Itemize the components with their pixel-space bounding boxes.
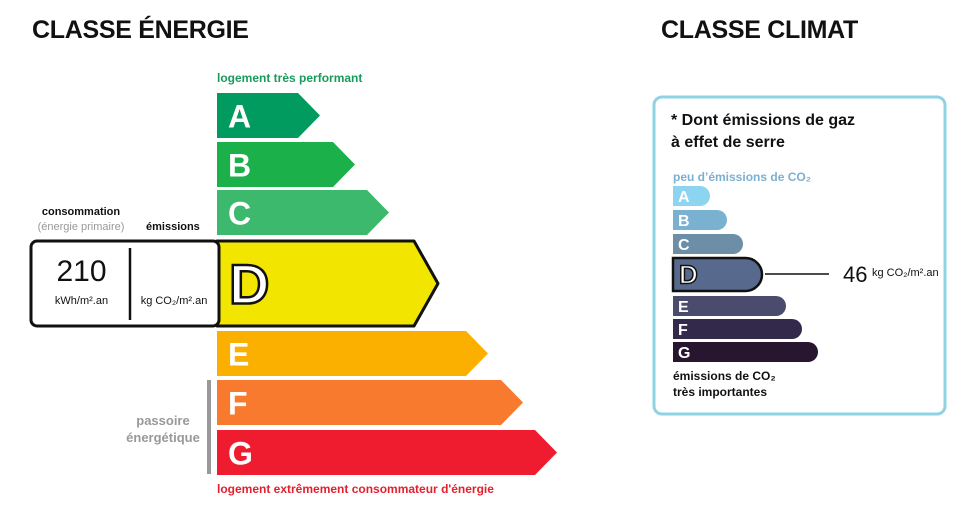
climate-class-d: D bbox=[671, 256, 764, 293]
energy-class-a: A bbox=[217, 93, 320, 138]
passoire-bar bbox=[207, 380, 211, 474]
energy-letter: C bbox=[228, 196, 251, 232]
climate-bottom-1: émissions de CO₂ bbox=[673, 369, 776, 383]
energy-class-f: F bbox=[217, 380, 523, 425]
energy-class-b: B bbox=[217, 142, 355, 187]
climate-class-e: E bbox=[673, 296, 786, 316]
climate-class-a: A bbox=[673, 186, 710, 206]
passoire-label-2: énergétique bbox=[126, 430, 200, 445]
climate-bottom-2: très importantes bbox=[673, 385, 768, 399]
climate-letter: E bbox=[678, 299, 689, 316]
climate-title: CLASSE CLIMAT bbox=[661, 16, 859, 44]
consumption-box bbox=[29, 239, 221, 328]
consumption-label: consommation bbox=[41, 206, 121, 218]
climate-letter: B bbox=[678, 213, 690, 230]
energy-letter: G bbox=[228, 436, 253, 472]
climate-letter: A bbox=[678, 189, 690, 206]
climate-letter: G bbox=[678, 345, 690, 362]
energy-bottom-label: logement extrêmement consommateur d'éner… bbox=[217, 482, 494, 496]
climate-letter: C bbox=[678, 237, 690, 254]
climate-letter: D bbox=[679, 260, 698, 290]
emissions-label: émissions bbox=[146, 221, 200, 233]
climate-top-label: peu d’émissions de CO₂ bbox=[673, 170, 812, 184]
energy-letter: B bbox=[228, 148, 251, 184]
energy-class-d: D bbox=[215, 239, 440, 328]
climate-class-f: F bbox=[673, 319, 802, 339]
energy-top-label: logement très performant bbox=[217, 71, 363, 85]
consumption-unit: kWh/m².an bbox=[54, 295, 109, 307]
energy-letter: E bbox=[228, 337, 249, 373]
energy-class-e: E bbox=[217, 331, 488, 376]
climate-note-2: à effet de serre bbox=[671, 134, 785, 151]
consumption-sub-label: (énergie primaire) bbox=[37, 221, 125, 233]
climate-frame bbox=[652, 95, 947, 416]
energy-class-c: C bbox=[217, 190, 389, 235]
climate-class-c: C bbox=[673, 234, 743, 254]
passoire-label-1: passoire bbox=[136, 413, 190, 428]
climate-class-g: G bbox=[673, 342, 818, 362]
climate-letter: F bbox=[678, 322, 688, 339]
emissions-unit: kg CO₂/m².an bbox=[140, 295, 208, 307]
climate-value: 46 bbox=[843, 262, 868, 287]
climate-class-b: B bbox=[673, 210, 727, 230]
energy-title: CLASSE ÉNERGIE bbox=[32, 16, 249, 44]
energy-letter: F bbox=[228, 386, 248, 422]
climate-unit: kg CO₂/m².an bbox=[872, 267, 939, 279]
climate-note-1: * Dont émissions de gaz bbox=[671, 112, 856, 129]
energy-class-g: G bbox=[217, 430, 557, 475]
energy-letter: A bbox=[228, 99, 251, 135]
consumption-value: 210 bbox=[56, 255, 107, 288]
energy-letter: D bbox=[229, 253, 269, 316]
